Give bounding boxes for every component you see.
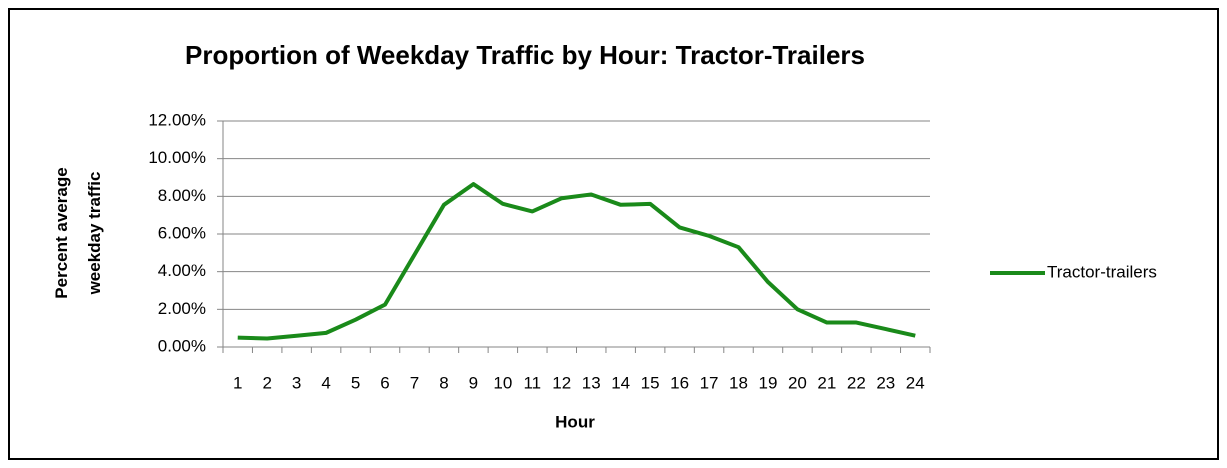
x-tick-label: 24 (906, 373, 925, 392)
x-tick-label: 18 (729, 373, 748, 392)
y-axis-title: Percent average weekday traffic (52, 167, 104, 299)
x-tick-label: 15 (641, 373, 660, 392)
x-tick-label: 7 (410, 373, 419, 392)
x-tick-label: 22 (847, 373, 866, 392)
x-tick-label: 9 (469, 373, 478, 392)
y-tick-label: 10.00% (148, 148, 206, 167)
x-tick-label: 8 (439, 373, 448, 392)
x-tick-label: 16 (670, 373, 689, 392)
x-tick-label: 1 (233, 373, 242, 392)
x-tick-label: 20 (788, 373, 807, 392)
x-tick-label: 21 (817, 373, 836, 392)
x-tick-label: 17 (700, 373, 719, 392)
y-tick-label: 8.00% (158, 186, 206, 205)
data-line (237, 182, 916, 341)
x-tick-label: 13 (582, 373, 601, 392)
x-tick-label: 4 (321, 373, 330, 392)
x-tick-label: 11 (523, 373, 541, 392)
y-tick-label: 4.00% (158, 261, 206, 280)
y-tick-label: 2.00% (158, 299, 206, 318)
x-tick-label: 2 (262, 373, 271, 392)
y-tick-label: 6.00% (158, 223, 206, 242)
x-tick-label: 14 (611, 373, 630, 392)
x-tick-label: 10 (493, 373, 512, 392)
y-tick-label: 0.00% (158, 336, 206, 355)
x-tick-label: 23 (876, 373, 895, 392)
x-tick-label: 6 (380, 373, 389, 392)
x-tick-label: 5 (351, 373, 360, 392)
x-axis-title: Hour (555, 412, 595, 431)
x-tick-label: 12 (552, 373, 571, 392)
x-tick-label: 3 (292, 373, 301, 392)
y-tick-label: 12.00% (148, 110, 206, 129)
chart-title: Proportion of Weekday Traffic by Hour: T… (185, 40, 865, 70)
legend-label: Tractor-trailers (1047, 262, 1157, 281)
x-tick-label: 19 (759, 373, 778, 392)
